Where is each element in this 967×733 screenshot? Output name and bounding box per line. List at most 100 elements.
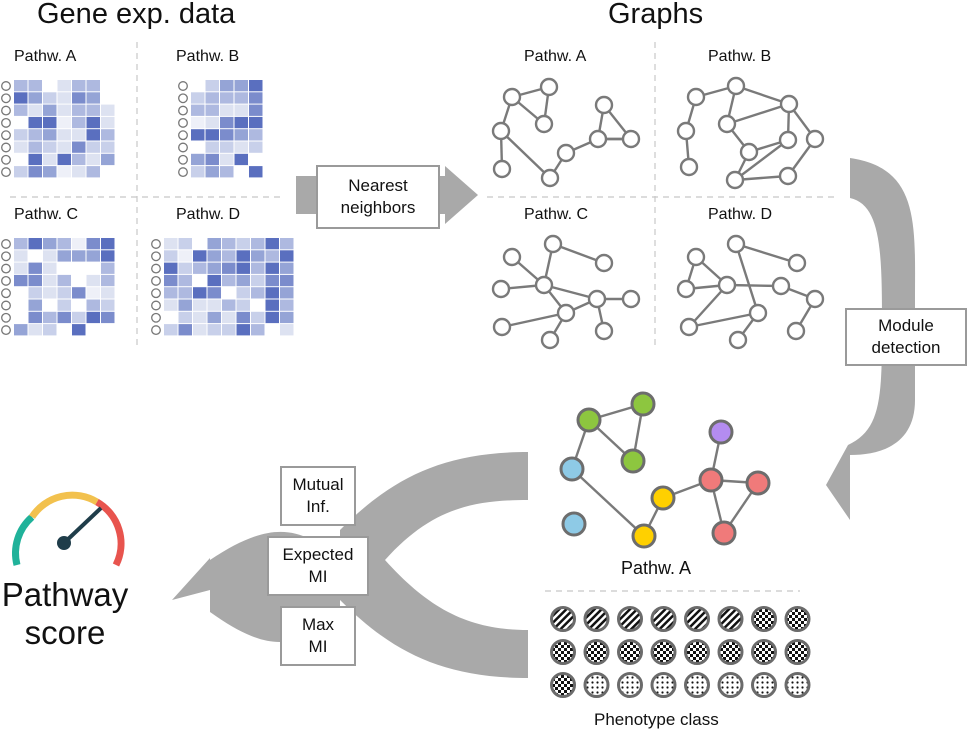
heatmap-cell — [236, 262, 250, 274]
heatmap-cell — [251, 324, 265, 336]
heatmap-cell — [164, 274, 178, 287]
heatmap-cell — [101, 238, 115, 250]
phenotype-sample — [550, 672, 576, 698]
graph-node — [588, 129, 608, 149]
heatmap-group — [1, 80, 294, 336]
heatmap-cell — [265, 324, 279, 336]
heatmap-cell — [280, 262, 294, 274]
heatmap-cell — [43, 262, 57, 274]
heatmap-cell — [234, 166, 248, 178]
heatmap-cell — [57, 311, 71, 324]
heatmap-cell — [234, 116, 248, 129]
sample-circle — [1, 167, 11, 178]
phenotype-sample — [751, 606, 777, 632]
heatmap-cell — [28, 153, 42, 166]
graph-node — [726, 234, 746, 254]
heatmap-cell — [178, 287, 192, 299]
heatmap-cell — [236, 324, 250, 336]
heatmap-cell — [14, 116, 28, 129]
heatmap-label-b: Pathw. B — [176, 48, 240, 65]
heatmap-cell — [72, 274, 86, 287]
module-detection-box: Module detection — [845, 308, 967, 366]
heatmap-cell — [43, 129, 57, 141]
sample-circle — [178, 142, 188, 153]
heatmap-cell — [205, 116, 219, 129]
graph-node — [726, 76, 746, 96]
sample-circle — [1, 239, 11, 249]
phenotype-sample — [650, 639, 677, 665]
graph-node — [739, 142, 759, 162]
heatmap-cell — [193, 311, 207, 324]
heatmap-cell — [220, 153, 234, 166]
pathway-score-line1: Pathway — [1, 576, 129, 613]
sample-circle — [151, 312, 161, 323]
heatmap-cell — [57, 238, 71, 250]
sample-circle — [1, 105, 11, 116]
heatmap-cell — [28, 104, 42, 116]
heatmap-cell — [43, 299, 57, 311]
heatmap-cell — [249, 166, 263, 178]
heatmap-cell — [220, 104, 234, 116]
graph-node — [631, 523, 657, 549]
heatmap-cell — [164, 250, 178, 262]
graph-node — [534, 114, 554, 134]
graph-node — [540, 168, 560, 188]
heatmap-cell — [86, 104, 100, 116]
heatmap-cell — [28, 80, 42, 92]
graph-c — [491, 234, 641, 350]
heatmap-cell — [86, 324, 100, 336]
heatmap-cell — [57, 324, 71, 336]
heatmap-cell — [86, 166, 100, 178]
heatmap-cell — [234, 141, 248, 153]
graph-node — [650, 485, 676, 511]
heatmap-cell — [28, 92, 42, 104]
heatmap-cell — [28, 166, 42, 178]
flow-arrows — [172, 158, 916, 678]
heatmap-cell — [193, 238, 207, 250]
heatmap-cell — [72, 141, 86, 153]
heatmap-cell — [101, 287, 115, 299]
heatmap-b — [178, 80, 263, 178]
phenotype-sample — [717, 639, 744, 665]
heatmap-cell — [205, 92, 219, 104]
heatmap-cell — [101, 166, 115, 178]
heatmap-cell — [265, 262, 279, 274]
phenotype-grid — [550, 606, 811, 698]
graph-node — [711, 520, 737, 546]
phenotype-sample — [650, 606, 677, 632]
sample-circle — [1, 300, 11, 311]
graph-node — [543, 234, 563, 254]
heatmap-cell — [72, 311, 86, 324]
heatmap-cell — [222, 274, 236, 287]
graph-node — [587, 289, 607, 309]
sample-circle — [178, 93, 188, 104]
sample-circle — [1, 117, 11, 128]
graph-node — [708, 419, 734, 445]
heatmap-cell — [101, 92, 115, 104]
heatmap-cell — [220, 166, 234, 178]
heatmap-cell — [265, 274, 279, 287]
graphs-title: Graphs — [608, 0, 704, 30]
heatmap-cell — [72, 262, 86, 274]
heatmap-cell — [280, 299, 294, 311]
mutual-inf-box: Mutual Inf. — [280, 466, 356, 526]
heatmap-cell — [164, 311, 178, 324]
graph-node — [540, 330, 560, 350]
graph-node — [779, 94, 799, 114]
heatmap-cell — [205, 80, 219, 92]
heatmap-label-d: Pathw. D — [176, 206, 241, 223]
phenotype-sample — [784, 606, 811, 632]
graph-node — [771, 276, 791, 296]
heatmap-cell — [191, 153, 205, 166]
module-detection-line1: Module — [878, 316, 934, 335]
heatmap-cell — [43, 104, 57, 116]
graph-label-a: Pathw. A — [524, 48, 587, 65]
heatmap-cell — [205, 141, 219, 153]
heatmap-cell — [191, 104, 205, 116]
heatmap-cell — [220, 129, 234, 141]
graph-edge — [735, 242, 798, 265]
heatmap-cell — [234, 104, 248, 116]
expected-mi-line1: Expected — [282, 545, 354, 564]
heatmap-cell — [43, 238, 57, 250]
graph-a — [491, 77, 641, 188]
